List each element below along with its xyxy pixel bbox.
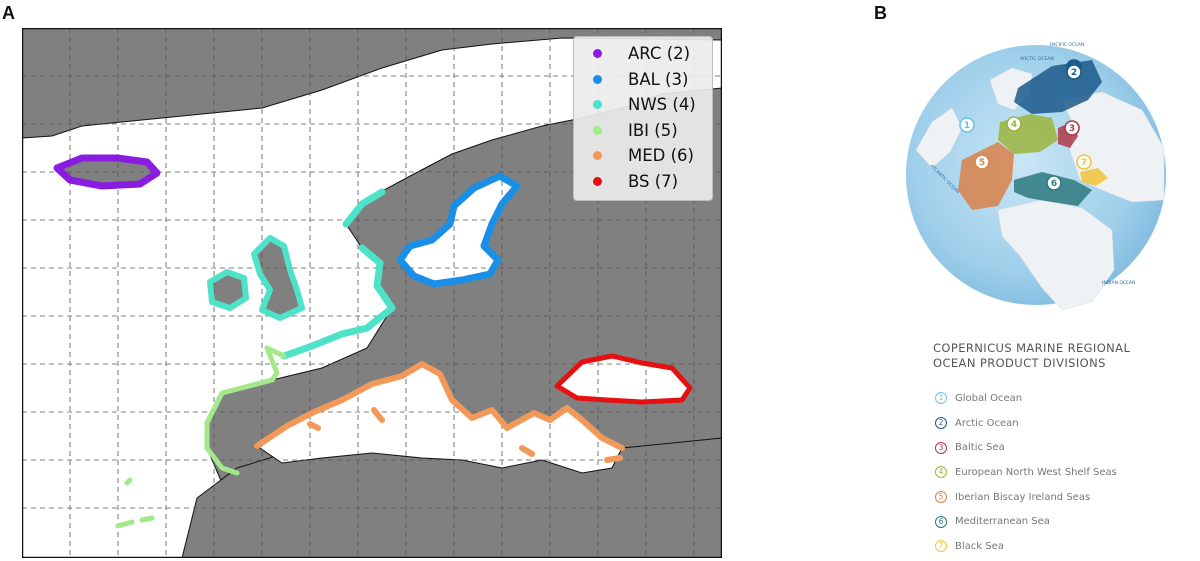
region-ibi-canaries — [115, 477, 155, 529]
division-label: Global Ocean — [955, 392, 1023, 404]
marker-5-number: 5 — [979, 158, 985, 168]
copernicus-globe: PACIFIC OCEAN ARCTIC OCEAN ATLANTIC OCEA… — [906, 42, 1166, 311]
legend-marker-icon — [593, 74, 602, 84]
legend-marker-icon — [593, 125, 602, 135]
region-bal-band — [396, 172, 521, 288]
legend-label: IBI (5) — [628, 120, 678, 140]
legend-label: NWS (4) — [628, 95, 696, 115]
map-legend: ARC (2) BAL (3) NWS (4) IBI (5) MED (6) BS (7… — [573, 36, 713, 201]
marker-6-number: 6 — [1051, 179, 1057, 189]
region-nws-band-britain — [251, 235, 305, 321]
division-number-badge: 1 — [935, 392, 947, 405]
legend-item: NWS (4) — [574, 92, 712, 118]
division-number-badge: 6 — [935, 515, 947, 528]
globe-continents — [915, 67, 1165, 311]
region-ibi-band — [204, 345, 287, 476]
panel-b-label: B — [874, 3, 887, 23]
division-label: Baltic Sea — [955, 442, 1005, 454]
division-label: Arctic Ocean — [955, 417, 1019, 429]
division-number-badge: 7 — [935, 540, 947, 553]
division-item: 7 Black Sea — [935, 534, 1117, 559]
legend-label: BAL (3) — [628, 69, 689, 89]
division-item: 5 Iberian Biscay Ireland Seas — [935, 485, 1117, 510]
legend-item: MED (6) — [574, 143, 712, 169]
division-label: Mediterranean Sea — [955, 516, 1050, 528]
legend-marker-icon — [593, 176, 602, 186]
marker-6: 6 — [1046, 175, 1062, 191]
legend-item: IBI (5) — [574, 118, 712, 144]
division-item: 6 Mediterranean Sea — [935, 509, 1117, 534]
indian-ocean-label: INDIAN OCEAN — [1102, 280, 1135, 286]
division-number-badge: 5 — [935, 491, 947, 504]
region-arc-band — [53, 154, 161, 190]
globe-region-blacksea — [1080, 168, 1108, 186]
region-med-islands — [307, 407, 623, 463]
map-frame — [22, 28, 722, 558]
division-item: 1 Global Ocean — [935, 386, 1117, 411]
marker-3-number: 3 — [1069, 124, 1075, 134]
marker-4: 4 — [1006, 116, 1022, 132]
legend-item: BS (7) — [574, 169, 712, 195]
division-label: Black Sea — [955, 540, 1004, 552]
legend-label: BS (7) — [628, 171, 679, 191]
legend-item: ARC (2) — [574, 41, 712, 67]
map-gridlines — [22, 28, 722, 558]
coastal-regions — [53, 154, 693, 529]
globe-region-markers: 1 2 3 4 5 6 7 — [959, 59, 1092, 191]
arctic-ocean-label: ARCTIC OCEAN — [1020, 56, 1054, 62]
region-nws-band-ireland — [207, 269, 249, 311]
division-number-badge: 3 — [935, 441, 947, 454]
region-med-band — [254, 361, 625, 451]
pacific-ocean-label: PACIFIC OCEAN — [1050, 42, 1084, 48]
legend-marker-icon — [593, 151, 602, 161]
legend-label: ARC (2) — [628, 44, 691, 64]
divisions-title: COPERNICUS MARINE REGIONAL OCEAN PRODUCT… — [933, 341, 1131, 370]
divisions-list: 1 Global Ocean 2 Arctic Ocean 3 Baltic Sea 4 Eu… — [935, 386, 1117, 559]
division-number-badge: 4 — [935, 466, 947, 479]
marker-4-number: 4 — [1011, 120, 1017, 130]
marker-7-number: 7 — [1081, 158, 1087, 168]
division-label: Iberian Biscay Ireland Seas — [955, 491, 1091, 503]
division-item: 4 European North West Shelf Seas — [935, 460, 1117, 485]
legend-marker-icon — [593, 49, 602, 59]
division-item: 3 Baltic Sea — [935, 435, 1117, 460]
marker-7: 7 — [1076, 154, 1092, 170]
marker-1-number: 1 — [964, 121, 970, 131]
region-nws-band-norway — [280, 188, 396, 360]
marker-5: 5 — [974, 154, 990, 170]
region-bs-band — [554, 353, 693, 405]
marker-3: 3 — [1064, 120, 1080, 136]
legend-label: MED (6) — [628, 146, 694, 166]
legend-marker-icon — [593, 100, 602, 110]
division-item: 2 Arctic Ocean — [935, 411, 1117, 436]
legend-item: BAL (3) — [574, 67, 712, 93]
division-number-badge: 2 — [935, 417, 947, 430]
globe-africa — [997, 199, 1115, 311]
globe-region-ibi — [958, 142, 1014, 210]
panel-a-label: A — [2, 3, 15, 23]
division-label: European North West Shelf Seas — [955, 466, 1117, 478]
marker-2: 2 — [1066, 59, 1082, 82]
marker-1: 1 — [959, 117, 975, 133]
marker-2-number: 2 — [1071, 68, 1077, 78]
